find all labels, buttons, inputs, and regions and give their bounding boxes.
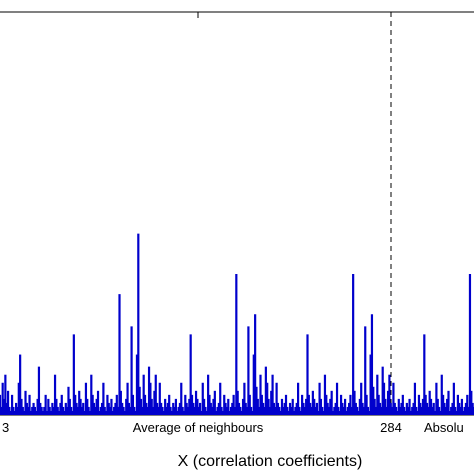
tick-label-average: Average of neighbours bbox=[133, 420, 264, 435]
tick-label-284: 284 bbox=[380, 420, 402, 435]
tick-label-absolute: Absolu bbox=[424, 420, 464, 435]
tick-label-3: 3 bbox=[2, 420, 9, 435]
bars bbox=[0, 233, 474, 415]
x-axis-title: X (correlation coefficients) bbox=[178, 453, 363, 470]
